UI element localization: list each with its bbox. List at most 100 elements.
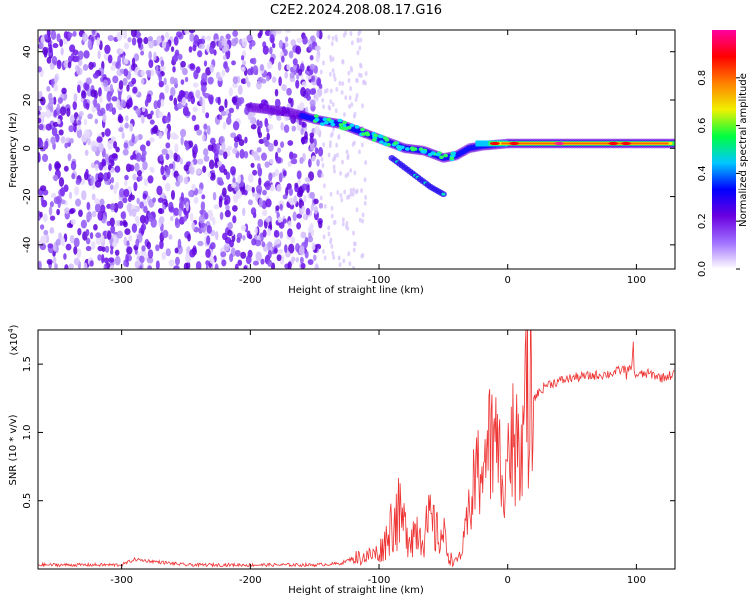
noise-blob-faint — [359, 37, 363, 43]
noise-blob — [164, 182, 171, 192]
noise-blob — [165, 248, 171, 257]
noise-blob — [174, 217, 179, 226]
noise-blob — [223, 151, 228, 160]
noise-blob — [221, 259, 227, 267]
noise-blob — [109, 203, 116, 211]
noise-blob — [87, 137, 91, 146]
noise-blob — [48, 43, 53, 54]
noise-blob — [292, 211, 297, 222]
noise-blob — [210, 242, 216, 250]
noise-blob-faint — [321, 97, 325, 103]
noise-blob — [60, 47, 64, 56]
ridge-speckle — [323, 120, 329, 125]
noise-blob — [133, 53, 140, 62]
noise-blob — [73, 237, 80, 248]
noise-blob — [304, 88, 311, 97]
noise-blob — [277, 248, 284, 254]
noise-blob — [139, 144, 146, 152]
noise-blob — [89, 260, 94, 267]
noise-blob — [56, 103, 61, 111]
noise-blob — [208, 159, 215, 170]
noise-blob — [46, 56, 52, 64]
noise-blob — [243, 150, 249, 159]
noise-blob — [284, 71, 288, 79]
noise-blob — [214, 263, 219, 269]
noise-blob — [83, 50, 90, 59]
noise-blob — [236, 237, 241, 243]
noise-blob — [68, 191, 73, 199]
noise-blob — [257, 131, 263, 139]
noise-blob — [124, 122, 129, 129]
noise-blob — [53, 242, 57, 252]
noise-blob — [107, 164, 112, 171]
noise-blob-faint — [358, 72, 361, 78]
noise-blob-faint — [337, 255, 341, 261]
noise-blob — [180, 79, 185, 85]
noise-blob — [117, 201, 124, 209]
noise-blob — [206, 224, 212, 234]
noise-blob — [251, 186, 255, 193]
noise-blob — [94, 179, 102, 188]
noise-blob — [267, 142, 274, 152]
noise-blob — [215, 231, 219, 241]
noise-blob — [59, 106, 67, 116]
noise-blob — [220, 110, 227, 117]
noise-blob-faint — [331, 68, 335, 74]
noise-blob-faint — [349, 168, 353, 173]
noise-blob-faint — [349, 31, 353, 36]
noise-blob — [197, 188, 203, 195]
noise-blob-faint — [341, 217, 345, 223]
noise-blob — [64, 142, 69, 149]
noise-blob-faint — [347, 78, 351, 83]
noise-blob — [301, 136, 305, 145]
noise-blob — [310, 228, 315, 237]
noise-blob — [303, 195, 307, 203]
noise-blob — [192, 82, 199, 88]
noise-blob — [296, 222, 302, 230]
noise-blob — [101, 254, 105, 264]
x-tick-label: 0 — [505, 275, 511, 286]
noise-blob — [40, 195, 44, 204]
noise-blob — [83, 118, 88, 126]
noise-blob — [184, 30, 191, 35]
noise-blob — [197, 50, 203, 58]
colorbar-tick-label: 0.0 — [697, 261, 708, 277]
noise-blob — [239, 149, 245, 159]
spectrogram-y-label: Frequency (Hz) — [8, 112, 19, 188]
noise-blob — [308, 158, 312, 168]
x-tick-label: -200 — [239, 275, 262, 286]
noise-blob — [188, 46, 193, 53]
noise-blob-faint — [332, 72, 336, 78]
noise-blob — [209, 44, 215, 55]
ridge-speckle — [422, 150, 427, 154]
noise-blob — [59, 38, 63, 47]
noise-blob — [69, 44, 76, 53]
noise-blob — [292, 58, 298, 66]
noise-blob-faint — [330, 213, 334, 219]
noise-blob — [146, 256, 154, 264]
spectrogram-noise — [38, 30, 368, 269]
noise-blob — [87, 39, 92, 49]
noise-blob — [147, 175, 154, 184]
noise-blob — [247, 185, 254, 192]
noise-blob — [228, 107, 235, 114]
noise-blob — [91, 193, 96, 201]
noise-blob — [64, 207, 70, 214]
noise-blob-faint — [339, 170, 342, 176]
noise-blob — [75, 198, 82, 207]
x-tick-label: -100 — [368, 575, 391, 586]
noise-blob — [282, 194, 288, 200]
noise-blob — [207, 209, 213, 216]
steady-band-peak — [489, 141, 500, 146]
noise-blob — [242, 60, 247, 66]
noise-blob — [104, 245, 110, 253]
noise-blob — [192, 44, 197, 52]
noise-blob — [266, 132, 270, 141]
ridge-speckle — [371, 138, 377, 142]
noise-blob-faint — [341, 221, 345, 227]
noise-blob — [202, 134, 206, 142]
noise-blob — [134, 135, 140, 142]
noise-blob — [102, 79, 109, 88]
noise-blob — [284, 244, 288, 253]
